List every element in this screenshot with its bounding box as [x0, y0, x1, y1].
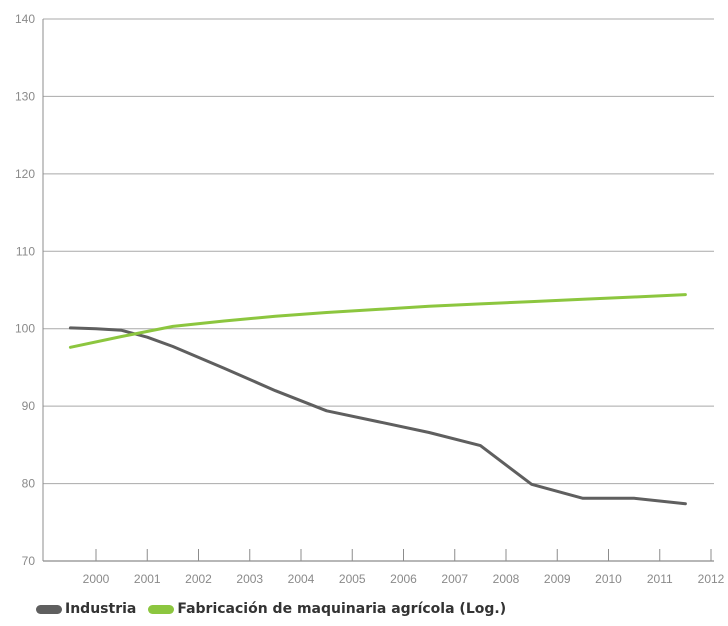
x-tick-label-2008: 2008 — [493, 572, 520, 586]
y-tick-label-120: 120 — [15, 167, 35, 181]
legend-item-maquinaria: Fabricación de maquinaria agrícola (Log.… — [148, 601, 506, 617]
x-tick-label-2010: 2010 — [595, 572, 622, 586]
series-lines — [68, 293, 687, 506]
x-tick-label-2007: 2007 — [441, 572, 468, 586]
y-tick-label-100: 100 — [15, 322, 35, 336]
y-tick-label-130: 130 — [15, 89, 35, 103]
x-tick-label-2009: 2009 — [544, 572, 571, 586]
legend: Industria Fabricación de maquinaria agrí… — [36, 598, 518, 620]
legend-swatch-maquinaria — [148, 604, 175, 614]
x-tick-label-2005: 2005 — [339, 572, 366, 586]
x-axis: 2000 2001 2002 2003 2004 2005 2006 2007 2008 2009… — [43, 549, 725, 586]
series-line-1 — [68, 326, 687, 506]
legend-item-industria: Industria — [36, 601, 136, 617]
x-tick-label-2001: 2001 — [134, 572, 161, 586]
x-tick-label-2002: 2002 — [185, 572, 212, 586]
y-tick-label-90: 90 — [22, 399, 36, 413]
y-tick-label-70: 70 — [22, 554, 36, 568]
legend-swatch-industria — [36, 604, 62, 614]
grid-lines — [42, 18, 714, 561]
x-tick-label-2004: 2004 — [288, 572, 315, 586]
x-tick-label-2011: 2011 — [647, 572, 673, 586]
y-axis-labels: 70 80 90 100 110 120 130 140 — [15, 12, 35, 568]
x-tick-label-2012: 2012 — [698, 572, 725, 586]
y-tick-label-140: 140 — [15, 12, 35, 26]
y-tick-label-110: 110 — [16, 244, 35, 258]
x-tick-label-2000: 2000 — [83, 572, 110, 586]
x-tick-label-2003: 2003 — [236, 572, 263, 586]
series-line-2 — [68, 293, 687, 349]
legend-label-maquinaria: Fabricación de maquinaria agrícola (Log.… — [177, 601, 507, 617]
x-tick-label-2006: 2006 — [390, 572, 417, 586]
y-tick-label-80: 80 — [22, 477, 36, 491]
legend-label-industria: Industria — [65, 601, 137, 617]
